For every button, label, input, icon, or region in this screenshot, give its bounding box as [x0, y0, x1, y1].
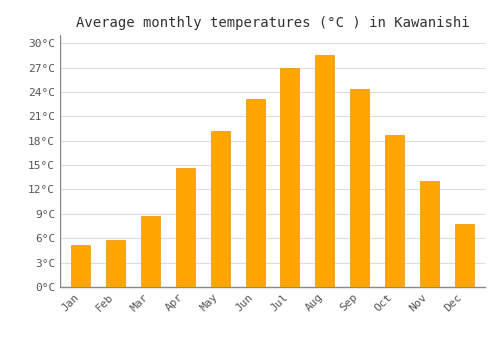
Bar: [315, 55, 334, 287]
Bar: [106, 240, 126, 287]
Bar: [385, 135, 404, 287]
Bar: [280, 68, 299, 287]
Bar: [210, 131, 230, 287]
Bar: [420, 181, 439, 287]
Bar: [350, 90, 369, 287]
Bar: [72, 245, 90, 287]
Bar: [141, 216, 160, 287]
Bar: [454, 224, 473, 287]
Bar: [246, 99, 264, 287]
Title: Average monthly temperatures (°C ) in Kawanishi: Average monthly temperatures (°C ) in Ka…: [76, 16, 469, 30]
Bar: [176, 168, 195, 287]
